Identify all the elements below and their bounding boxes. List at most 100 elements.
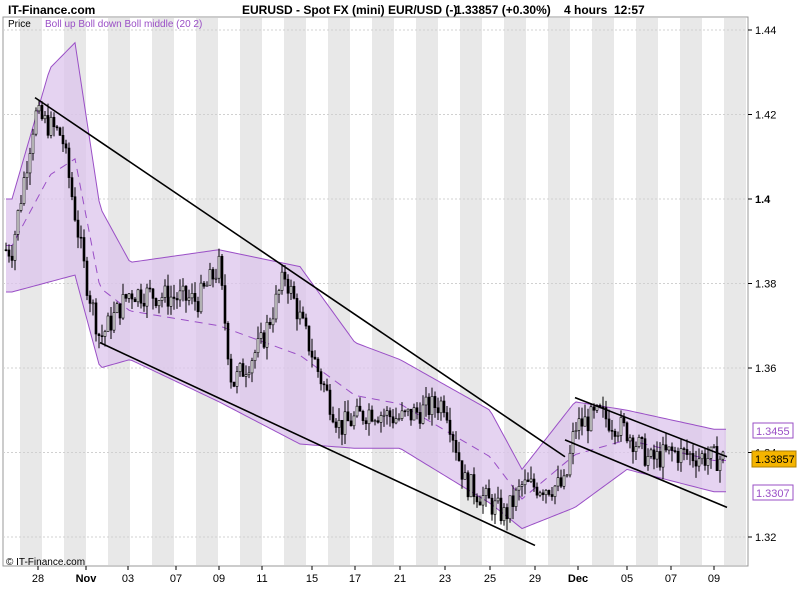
candle-body [466,472,470,498]
candle-body [712,446,716,448]
candle-body [442,400,446,413]
candle-body [610,430,614,432]
x-tick-label: 11 [256,573,267,585]
candle-body [238,363,242,373]
candle-body [274,293,278,320]
site-title: IT-Finance.com [8,3,95,17]
day-stripe [504,18,526,565]
candle-body [511,495,515,507]
candle-body [400,410,404,419]
candle-body [574,430,578,432]
candle-body [127,293,131,299]
candle-body [436,407,440,414]
x-tick-label: 07 [170,573,182,585]
candle-body [406,408,410,412]
candle-body [160,297,164,301]
day-stripe [636,18,658,565]
price-change: 1.33857 (+0.30%) [455,3,551,17]
candle-body [244,374,248,377]
lower-band-marker-box [752,484,794,501]
candle-body [502,507,506,522]
candle-body [463,472,467,480]
lower-band-marker: 1.3307 [756,488,790,500]
candle-body [298,311,302,320]
candle-body [607,418,611,431]
bollinger-legend: Boll up Boll down Boll middle (20 2) [45,19,202,30]
candle-body [268,321,272,326]
candle-body [52,116,56,128]
candle-body [22,177,26,204]
candle-body [430,396,434,415]
candle-body [409,408,413,421]
candle-body [226,323,230,360]
candle-body [403,410,407,413]
candle-body [697,458,701,467]
candle-body [148,287,152,290]
candle-body [280,271,284,291]
candle-body [604,407,608,420]
candle-body [451,434,455,441]
candle-body [703,453,707,466]
candle-body [208,269,212,286]
y-tick-label: 1.42 [755,110,776,122]
candle-body [331,414,335,423]
candle-body [115,303,119,313]
candle-body [580,418,584,427]
candle-body [25,172,29,178]
y-tick-label: 1.38 [755,279,776,291]
candle-body [28,153,32,174]
candle-body [106,315,110,332]
candle-body [283,271,287,280]
candle-body [676,450,680,463]
upper-band-marker: 1.3455 [756,426,790,438]
candle-body [133,298,137,303]
candle-body [181,285,185,292]
candle-body [634,446,638,452]
candle-body [220,255,224,286]
candle-body [295,298,299,320]
candle-body [658,451,662,468]
candle-body [121,294,125,319]
y-tick-label: 1.36 [755,363,776,375]
candle-body [100,335,104,337]
candle-body [46,115,50,136]
trend-lines [34,96,728,547]
candle-body [637,437,641,447]
candle-body [166,285,170,307]
x-tick-label: 09 [708,573,720,585]
candle-body [613,430,617,437]
candle-body [364,420,368,425]
candle-body [523,479,527,486]
candle-body [253,352,257,361]
y-tick-label: 1.32 [755,532,776,544]
candle-body [112,312,116,331]
candle-body [172,296,176,299]
candle-body [340,419,344,435]
candle-body [7,249,11,257]
candle-body [685,449,689,455]
candle-body [73,196,77,221]
candle-body [541,492,545,496]
candle-body [415,407,419,413]
bollinger-middle-line [6,158,726,500]
candle-body [709,446,713,459]
day-stripe [372,18,394,565]
candle-body [94,302,98,335]
candle-body [649,449,653,457]
candle-body [256,338,260,354]
candle-body [325,384,329,391]
candle-body [13,234,17,261]
candle-body [670,446,674,451]
trend-line [564,439,728,509]
candle-body [271,318,275,326]
candle-body [682,448,686,450]
candle-body [103,331,107,337]
candle-body [118,303,122,319]
candle-body [217,255,221,279]
candle-body [130,293,134,300]
candle-body [67,147,71,178]
candle-body [421,404,425,424]
candle-body [277,290,281,295]
candle-body [337,419,341,428]
candle-body [361,410,365,421]
